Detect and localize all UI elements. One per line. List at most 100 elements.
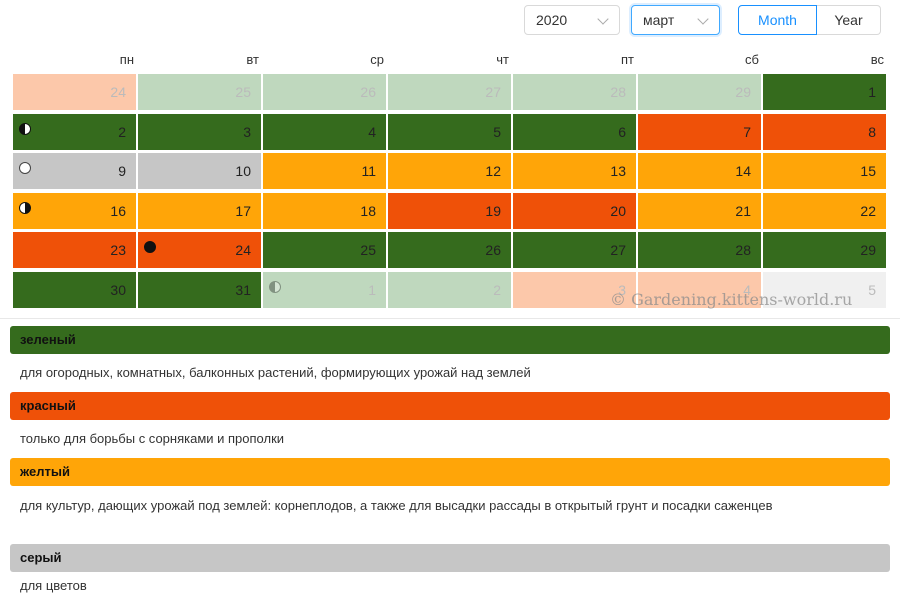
day-number: 14 xyxy=(735,163,751,179)
day-number: 29 xyxy=(735,84,751,100)
calendar-day-cell[interactable]: 11 xyxy=(263,153,386,189)
calendar-day-cell[interactable]: 29 xyxy=(763,232,886,268)
day-number: 29 xyxy=(860,242,876,258)
calendar-day-cell[interactable]: 22 xyxy=(763,192,886,229)
year-select[interactable]: 2020 xyxy=(524,5,620,35)
moon-phase-full-icon xyxy=(19,162,31,174)
calendar-day-cell[interactable]: 27 xyxy=(388,74,511,110)
calendar-day-cell[interactable]: 1 xyxy=(763,74,886,110)
divider xyxy=(0,318,900,319)
day-number: 7 xyxy=(743,123,751,140)
legend-green-description: для огородных, комнатных, балконных раст… xyxy=(20,365,531,380)
calendar-day-cell[interactable]: 13 xyxy=(513,153,636,189)
calendar-day-cell[interactable]: 27 xyxy=(513,232,636,268)
calendar-day-cell[interactable]: 4 xyxy=(638,271,761,308)
weekday-header: пн вт ср чт пт сб вс xyxy=(13,52,885,70)
day-number: 21 xyxy=(735,202,751,219)
day-number: 27 xyxy=(610,242,626,258)
year-select-value: 2020 xyxy=(536,12,568,28)
calendar-day-cell[interactable]: 6 xyxy=(513,113,636,150)
day-number: 6 xyxy=(618,123,626,140)
day-number: 2 xyxy=(118,123,126,140)
legend-gray-description: для цветов xyxy=(20,578,87,593)
calendar-day-cell[interactable]: 21 xyxy=(638,192,761,229)
calendar-day-cell[interactable]: 3 xyxy=(138,113,261,150)
day-number: 4 xyxy=(743,281,751,298)
calendar-day-cell[interactable]: 8 xyxy=(763,113,886,150)
calendar-day-cell[interactable]: 20 xyxy=(513,192,636,229)
calendar-day-cell[interactable]: 29 xyxy=(638,74,761,110)
calendar-day-cell[interactable]: 24 xyxy=(138,232,261,268)
day-number: 13 xyxy=(610,163,626,179)
calendar-day-cell[interactable]: 25 xyxy=(263,232,386,268)
calendar-day-cell[interactable]: 3 xyxy=(513,271,636,308)
legend-green-bar: зеленый xyxy=(10,326,890,354)
year-mode-button[interactable]: Year xyxy=(817,5,881,35)
calendar-day-cell[interactable]: 2 xyxy=(13,113,136,150)
day-number: 15 xyxy=(860,163,876,179)
day-number: 24 xyxy=(235,242,251,258)
weekday-label: чт xyxy=(496,52,509,67)
day-number: 1 xyxy=(368,281,376,298)
calendar-day-cell[interactable]: 17 xyxy=(138,192,261,229)
calendar-day-cell[interactable]: 1 xyxy=(263,271,386,308)
day-number: 19 xyxy=(485,202,501,219)
calendar-grid: 24 25 26 27 28 29 1 2 3 4 5 6 7 8 9 10 11 12 13 14 15 16 17 18 1… xyxy=(13,74,886,310)
calendar-day-cell[interactable]: 5 xyxy=(763,271,886,308)
day-number: 1 xyxy=(868,84,876,100)
calendar-day-cell[interactable]: 31 xyxy=(138,271,261,308)
day-number: 20 xyxy=(610,202,626,219)
calendar-day-cell[interactable]: 4 xyxy=(263,113,386,150)
day-number: 25 xyxy=(360,242,376,258)
calendar-day-cell[interactable]: 28 xyxy=(638,232,761,268)
day-number: 16 xyxy=(110,202,126,219)
day-number: 17 xyxy=(235,202,251,219)
calendar-day-cell[interactable]: 18 xyxy=(263,192,386,229)
legend-yellow-bar: желтый xyxy=(10,458,890,486)
moon-phase-first-icon xyxy=(269,280,281,293)
calendar-day-cell[interactable]: 30 xyxy=(13,271,136,308)
calendar-day-cell[interactable]: 7 xyxy=(638,113,761,150)
calendar-day-cell[interactable]: 14 xyxy=(638,153,761,189)
calendar-day-cell[interactable]: 2 xyxy=(388,271,511,308)
day-number: 11 xyxy=(361,163,376,179)
weekday-label: вс xyxy=(870,52,884,67)
legend-red-bar: красный xyxy=(10,392,890,420)
chevron-down-icon xyxy=(697,13,709,25)
day-number: 27 xyxy=(485,84,501,100)
month-select[interactable]: март xyxy=(631,5,720,35)
day-number: 28 xyxy=(610,84,626,100)
day-number: 4 xyxy=(368,123,376,140)
day-number: 2 xyxy=(493,281,501,298)
weekday-label: ср xyxy=(370,52,384,67)
view-mode-switch: Month Year xyxy=(738,5,881,35)
day-number: 26 xyxy=(360,84,376,100)
day-number: 12 xyxy=(485,163,501,179)
calendar-day-cell[interactable]: 12 xyxy=(388,153,511,189)
legend-gray-bar: серый xyxy=(10,544,890,572)
day-number: 9 xyxy=(118,163,126,179)
moon-phase-first-icon xyxy=(19,122,31,135)
day-number: 3 xyxy=(618,281,626,298)
weekday-label: пт xyxy=(621,52,634,67)
calendar-day-cell[interactable]: 25 xyxy=(138,74,261,110)
calendar-day-cell[interactable]: 15 xyxy=(763,153,886,189)
calendar-day-cell[interactable]: 10 xyxy=(138,153,261,189)
month-mode-button[interactable]: Month xyxy=(738,5,817,35)
calendar-day-cell[interactable]: 9 xyxy=(13,153,136,189)
legend-red-description: только для борьбы с сорняками и прополки xyxy=(20,431,285,446)
day-number: 3 xyxy=(243,123,251,140)
calendar-day-cell[interactable]: 23 xyxy=(13,232,136,268)
day-number: 31 xyxy=(235,281,251,298)
calendar-day-cell[interactable]: 26 xyxy=(263,74,386,110)
day-number: 8 xyxy=(868,123,876,140)
calendar-day-cell[interactable]: 24 xyxy=(13,74,136,110)
moon-phase-new-icon xyxy=(144,241,156,253)
calendar-day-cell[interactable]: 19 xyxy=(388,192,511,229)
calendar-day-cell[interactable]: 26 xyxy=(388,232,511,268)
calendar-day-cell[interactable]: 16 xyxy=(13,192,136,229)
calendar-day-cell[interactable]: 28 xyxy=(513,74,636,110)
weekday-label: сб xyxy=(745,52,759,67)
chevron-down-icon xyxy=(597,13,609,25)
calendar-day-cell[interactable]: 5 xyxy=(388,113,511,150)
